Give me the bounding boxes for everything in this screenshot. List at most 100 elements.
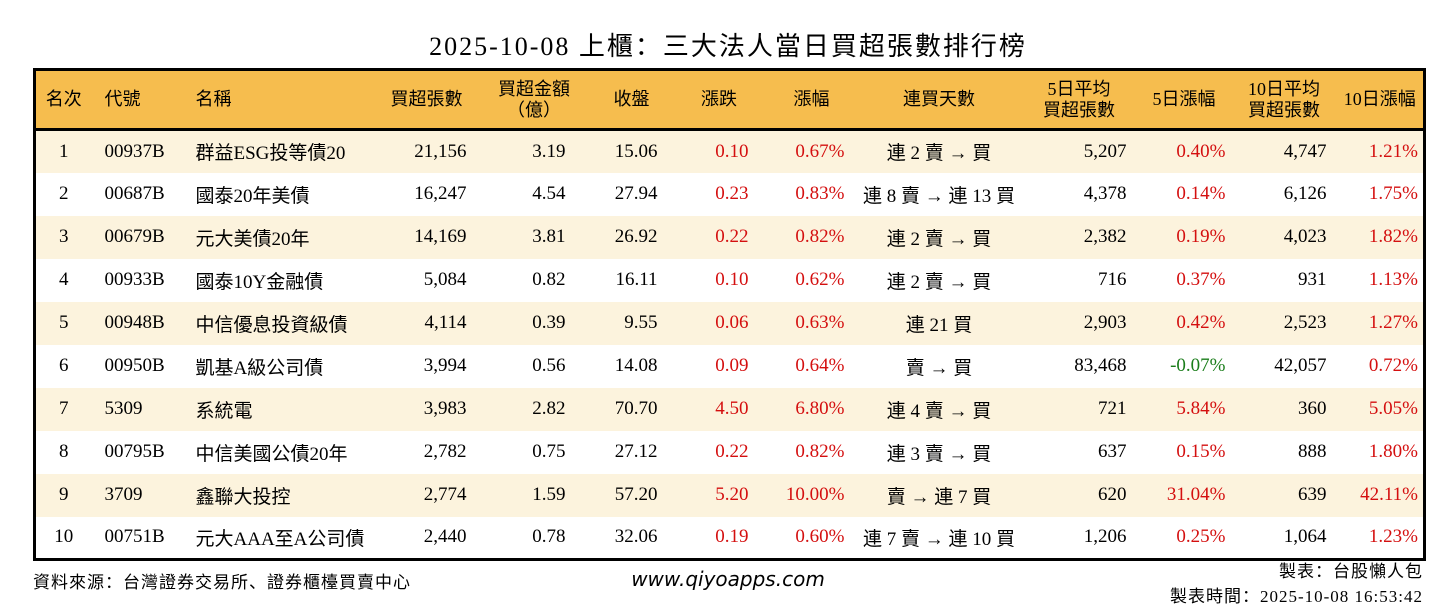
cell-streak: 連 2 賣 → 買 (886, 271, 992, 293)
cell-rank: 4 (59, 269, 69, 290)
cell-code: 00948B (104, 312, 165, 333)
cell-d10pct: 1.82% (1368, 226, 1418, 247)
cell-chg: 0.10 (715, 140, 749, 162)
cell-amt: 0.82 (532, 269, 566, 290)
cell-d5pct: 0.14% (1176, 183, 1226, 204)
cell-d5avg: 2,382 (1083, 226, 1127, 247)
cell-close: 57.20 (614, 484, 658, 505)
cell-d5pct: 0.25% (1176, 526, 1226, 548)
cell-d5avg: 716 (1098, 269, 1127, 290)
cell-d5pct: 5.84% (1176, 398, 1226, 419)
cell-close: 15.06 (614, 140, 658, 162)
cell-d10avg: 360 (1298, 398, 1327, 419)
table-row: 10 00751B 元大AAA至A公司債 2,440 0.78 32.06 0.19 0.60… (34, 516, 1425, 560)
cell-vol: 21,156 (414, 140, 467, 162)
cell-amt: 0.78 (532, 526, 566, 548)
column-header-rank: 名次 (34, 69, 92, 131)
cell-d10avg: 4,023 (1283, 226, 1327, 247)
cell-close: 16.11 (615, 269, 658, 290)
cell-d5avg: 2,903 (1083, 312, 1127, 333)
table-row: 9 3709 鑫聯大投控 2,774 1.59 57.20 5.20 10.00% 賣 → 連 … (34, 473, 1425, 517)
cell-amt: 2.82 (532, 398, 566, 419)
cell-code: 00751B (104, 526, 165, 548)
website-link[interactable]: www.qiyoapps.com (631, 567, 825, 591)
cell-d10avg: 639 (1298, 484, 1327, 505)
ranking-table: 名次 代號 名稱 買超張數 買超金額 （億） 收盤 漲跌 漲幅 連買天數 5日平均 買超張數 5日漲幅 1… (33, 68, 1426, 561)
cell-d5pct: -0.07% (1170, 355, 1226, 376)
cell-amt: 0.75 (532, 441, 566, 462)
table-row: 8 00795B 中信美國公債20年 2,782 0.75 27.12 0.22 0.82% 連… (34, 430, 1425, 474)
cell-vol: 4,114 (424, 312, 467, 333)
cell-vol: 2,774 (423, 484, 467, 505)
cell-d5avg: 620 (1098, 484, 1127, 505)
column-header-pct: 漲幅 (766, 69, 857, 131)
cell-chg: 0.19 (715, 526, 749, 548)
cell-vol: 2,782 (423, 441, 467, 462)
page-title: 2025-10-08 上櫃：三大法人當日買超張數排行榜 (429, 32, 1027, 61)
cell-chg: 0.22 (715, 226, 749, 247)
cell-name: 中信美國公債20年 (195, 443, 348, 465)
cell-amt: 3.19 (532, 140, 566, 162)
cell-close: 32.06 (614, 526, 658, 548)
table-row: 5 00948B 中信優息投資級債 4,114 0.39 9.55 0.06 0.63% 連 2… (34, 301, 1425, 345)
cell-d10pct: 1.23% (1368, 526, 1418, 548)
table-body: 1 00937B 群益ESG投等債20 21,156 3.19 15.06 0.10 0.67… (34, 129, 1425, 560)
cell-d10avg: 931 (1298, 269, 1327, 290)
cell-vol: 14,169 (414, 226, 467, 247)
cell-d10pct: 5.05% (1368, 398, 1418, 419)
cell-d10pct: 1.27% (1368, 312, 1418, 333)
cell-rank: 5 (59, 312, 69, 333)
cell-d10avg: 42,057 (1274, 355, 1327, 376)
cell-name: 凱基A級公司債 (195, 357, 324, 379)
cell-streak: 連 3 賣 → 買 (886, 443, 992, 465)
cell-rank: 2 (59, 183, 69, 204)
column-header-vol: 買超張數 (376, 69, 477, 131)
table-row: 1 00937B 群益ESG投等債20 21,156 3.19 15.06 0.10 0.67… (34, 129, 1425, 173)
cell-d5pct: 0.40% (1176, 140, 1226, 162)
cell-streak: 連 8 賣 → 連 13 買 (862, 185, 1015, 207)
cell-amt: 4.54 (532, 183, 566, 204)
cell-d10pct: 0.72% (1368, 355, 1418, 376)
cell-name: 國泰10Y金融債 (195, 271, 324, 293)
column-header-d10avg: 10日平均 買超張數 (1231, 69, 1337, 131)
cell-name: 群益ESG投等債20 (195, 143, 346, 165)
cell-amt: 1.59 (532, 484, 566, 505)
cell-chg: 0.06 (715, 312, 749, 333)
cell-d5avg: 637 (1098, 441, 1127, 462)
cell-vol: 2,440 (423, 526, 467, 548)
cell-d5pct: 0.42% (1176, 312, 1226, 333)
cell-code: 00687B (104, 183, 165, 204)
cell-name: 中信優息投資級債 (195, 314, 348, 336)
cell-d5avg: 721 (1098, 398, 1127, 419)
cell-streak: 賣 → 連 7 買 (886, 486, 992, 508)
cell-rank: 3 (59, 226, 69, 247)
cell-streak: 連 4 賣 → 買 (886, 400, 992, 422)
cell-pct: 0.63% (795, 312, 845, 333)
cell-d10avg: 888 (1298, 441, 1327, 462)
cell-pct: 0.82% (795, 441, 845, 462)
cell-streak: 連 21 買 (905, 314, 973, 336)
cell-chg: 0.10 (715, 269, 749, 290)
cell-d10pct: 1.75% (1368, 183, 1418, 204)
cell-d5pct: 31.04% (1166, 484, 1226, 505)
cell-name: 元大AAA至A公司債 (195, 528, 365, 550)
cell-d10pct: 1.13% (1368, 269, 1418, 290)
cell-code: 00950B (104, 355, 165, 376)
cell-rank: 7 (59, 398, 69, 419)
cell-d10avg: 1,064 (1283, 526, 1327, 548)
cell-pct: 6.80% (795, 398, 845, 419)
cell-name: 元大美債20年 (195, 228, 310, 250)
cell-code: 00937B (104, 140, 165, 162)
column-header-amt: 買超金額 （億） (476, 69, 592, 131)
cell-d5pct: 0.15% (1176, 441, 1226, 462)
cell-code: 00795B (104, 441, 165, 462)
cell-amt: 0.39 (532, 312, 566, 333)
cell-d5pct: 0.37% (1176, 269, 1226, 290)
cell-chg: 0.09 (715, 355, 749, 376)
cell-vol: 3,983 (423, 398, 467, 419)
cell-close: 14.08 (614, 355, 658, 376)
cell-streak: 連 2 賣 → 買 (886, 228, 992, 250)
cell-chg: 5.20 (715, 484, 749, 505)
cell-d10pct: 42.11% (1360, 484, 1418, 505)
